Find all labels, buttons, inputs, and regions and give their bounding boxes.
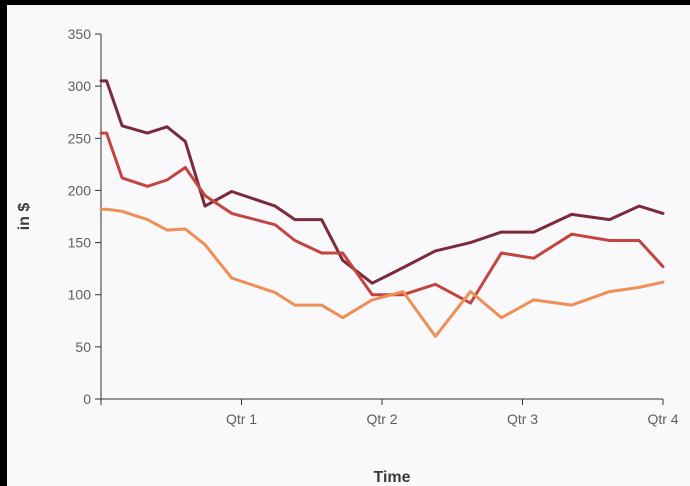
y-tick-label: 200	[68, 182, 92, 198]
series-line-2	[99, 131, 665, 305]
y-axis-title: in $	[16, 203, 33, 231]
x-tick-label: Qtr 2	[366, 411, 397, 427]
chart-panel: 0 50 100 150 200 250 300 350 Qtr 1 Qtr 2 Qtr 3 Qtr …	[7, 5, 690, 486]
y-tick-label: 0	[83, 391, 91, 407]
y-tick-label: 250	[68, 130, 92, 146]
y-tick-label: 100	[68, 287, 92, 303]
x-tick-label: Qtr 1	[226, 411, 257, 427]
series-line-1	[99, 79, 665, 285]
x-tick-label: Qtr 4	[647, 411, 678, 427]
y-tick-label: 300	[68, 78, 92, 94]
series-line-3	[99, 207, 665, 338]
x-axis-title: Time	[373, 469, 410, 486]
x-tick-label: Qtr 3	[507, 411, 538, 427]
y-tick-label: 350	[68, 26, 92, 42]
y-tick-label: 50	[75, 339, 91, 355]
y-tick-label: 150	[68, 235, 92, 251]
line-chart: 0 50 100 150 200 250 300 350 Qtr 1 Qtr 2 Qtr 3 Qtr …	[16, 26, 679, 486]
